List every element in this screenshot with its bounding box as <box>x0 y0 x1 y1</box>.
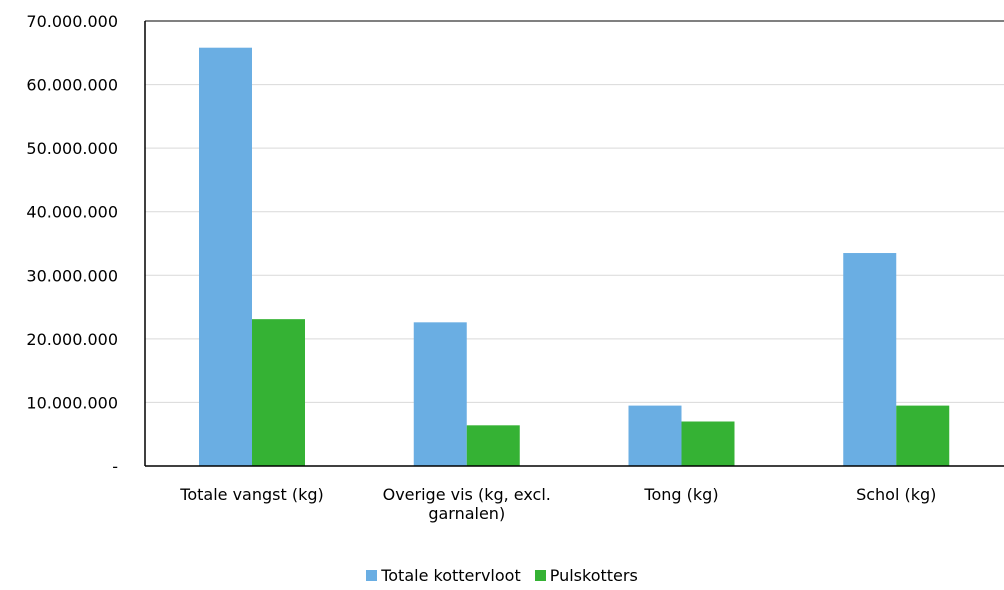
legend-swatch-totale-kottervloot <box>366 570 378 581</box>
x-tick-label: Totale vangst (kg) <box>179 485 323 504</box>
bar-pulskotters <box>252 319 305 466</box>
x-tick-labels: Totale vangst (kg) Overige vis (kg, excl.… <box>179 485 936 523</box>
x-tick-label: Schol (kg) <box>856 485 936 504</box>
y-tick-label: 60.000.000 <box>26 76 118 95</box>
axes <box>144 20 1004 467</box>
legend-label-totale-kottervloot: Totale kottervloot <box>381 566 521 585</box>
bar-pulskotters <box>681 421 735 466</box>
bar-totale-kottervloot <box>628 405 682 466</box>
y-tick-label: 30.000.000 <box>26 266 118 285</box>
y-tick-label: - <box>112 457 118 476</box>
legend-label-pulskotters: Pulskotters <box>549 566 638 585</box>
legend-swatch-pulskotters <box>534 570 546 581</box>
y-tick-label: 10.000.000 <box>26 393 118 412</box>
bar-totale-kottervloot <box>843 253 897 466</box>
legend-item-totale-kottervloot: Totale kottervloot <box>366 566 521 585</box>
legend-item-pulskotters: Pulskotters <box>534 566 638 585</box>
x-tick-label: Overige vis (kg, excl. garnalen) <box>383 485 551 523</box>
bar-pulskotters <box>466 425 520 466</box>
bar-totale-kottervloot <box>413 322 467 466</box>
y-tick-label: 50.000.000 <box>26 139 118 158</box>
bar-pulskotters <box>896 405 950 466</box>
legend: Totale kottervloot Pulskotters <box>0 566 1004 585</box>
y-tick-label: 70.000.000 <box>26 12 118 31</box>
y-tick-label: 40.000.000 <box>26 203 118 222</box>
bar-totale-kottervloot <box>199 47 252 466</box>
y-tick-labels: - 10.000.000 20.000.000 30.000.000 40.000.00… <box>26 12 118 476</box>
bars <box>199 47 950 466</box>
x-tick-label: Tong (kg) <box>643 485 718 504</box>
y-tick-label: 20.000.000 <box>26 330 118 349</box>
